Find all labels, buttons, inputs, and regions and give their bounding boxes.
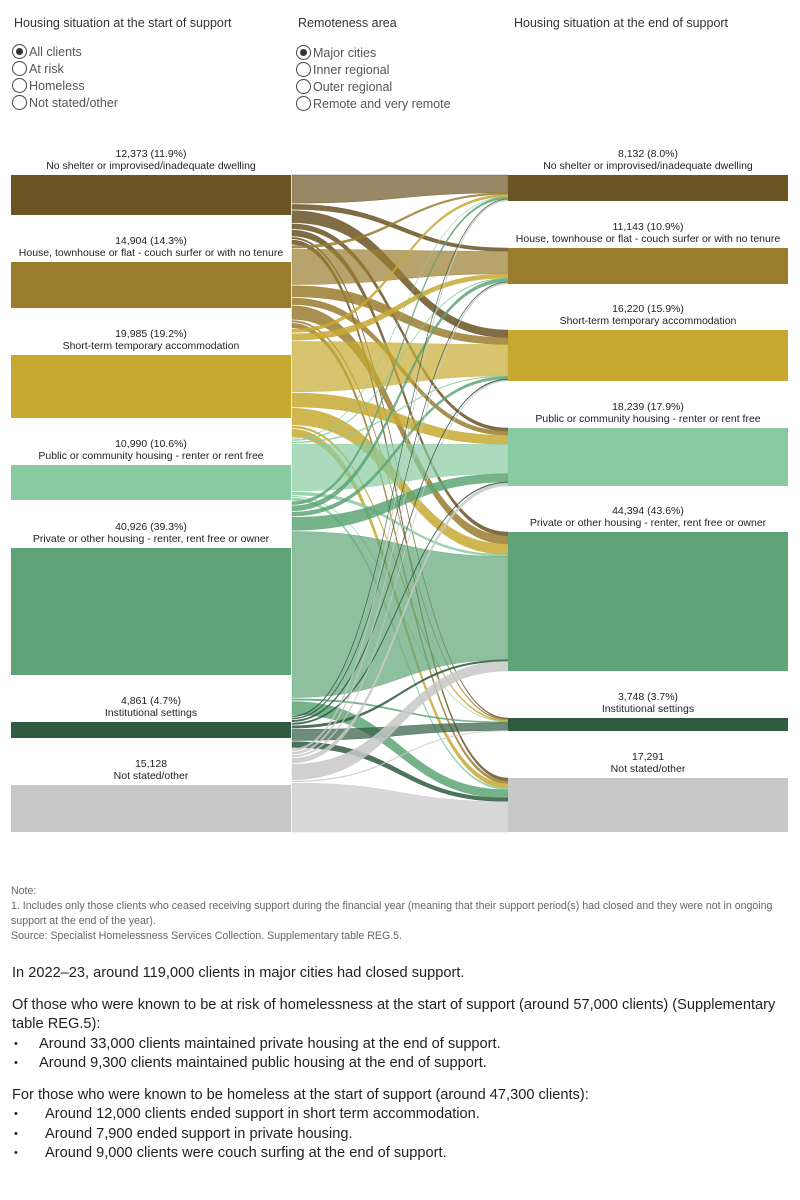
at-risk-list: Around 33,000 clients maintained private… — [12, 1035, 792, 1074]
flows-layer — [291, 174, 509, 833]
end-node-short_term[interactable] — [508, 330, 788, 381]
radio-label: At risk — [29, 61, 64, 76]
start-node-couch_surfer[interactable] — [11, 262, 291, 308]
homeless-list: Around 12,000 clients ended support in s… — [12, 1105, 792, 1164]
list-item: Around 7,900 ended support in private ho… — [12, 1125, 792, 1145]
radio-option-outer-regional[interactable]: Outer regional — [296, 78, 451, 95]
nodes-layer — [11, 175, 788, 832]
start-node-private[interactable] — [11, 548, 291, 675]
start-node-public[interactable] — [11, 465, 291, 500]
start-node-label: Public or community housing - renter or … — [38, 450, 263, 462]
end-node-label: Short-term temporary accommodation — [560, 315, 737, 327]
homeless-lead: For those who were known to be homeless … — [12, 1086, 589, 1103]
end-node-couch_surfer[interactable] — [508, 248, 788, 284]
start-node-institutional[interactable] — [11, 722, 291, 738]
labels-layer: 12,373 (11.9%)No shelter or improvised/i… — [19, 148, 781, 782]
start-node-not_stated[interactable] — [11, 785, 291, 832]
start-node-value: 4,861 (4.7%) — [121, 695, 181, 707]
radio-selected-icon[interactable] — [296, 45, 311, 60]
end-node-value: 18,239 (17.9%) — [612, 401, 684, 413]
end-node-label: Private or other housing - renter, rent … — [530, 517, 767, 529]
end-chart-heading: Housing situation at the end of support — [514, 16, 729, 30]
radio-option-all-clients[interactable]: All clients — [12, 43, 118, 60]
radio-label: Major cities — [313, 45, 377, 60]
radio-unselected-icon[interactable] — [12, 78, 27, 93]
list-item: Around 9,300 clients maintained public h… — [12, 1054, 792, 1074]
radio-unselected-icon[interactable] — [296, 79, 311, 94]
flow-no_shelter-to-no_shelter[interactable] — [291, 174, 509, 204]
radio-option-at-risk[interactable]: At risk — [12, 60, 118, 77]
start-situation-radio-group: All clients At risk Homeless Not stated/… — [12, 43, 118, 111]
start-node-value: 40,926 (39.3%) — [115, 521, 187, 533]
notes-source: Source: Specialist Homelessness Services… — [11, 930, 402, 942]
end-node-label: Institutional settings — [602, 703, 694, 715]
start-filter-heading: Housing situation at the start of suppor… — [14, 16, 232, 30]
notes-item: 1. Includes only those clients who cease… — [11, 900, 773, 927]
end-node-value: 8,132 (8.0%) — [618, 148, 678, 160]
radio-option-not-stated[interactable]: Not stated/other — [12, 94, 118, 111]
radio-label: All clients — [29, 44, 82, 59]
end-node-public[interactable] — [508, 428, 788, 486]
end-node-value: 11,143 (10.9%) — [612, 221, 683, 233]
end-node-value: 3,748 (3.7%) — [618, 691, 678, 703]
radio-unselected-icon[interactable] — [12, 61, 27, 76]
start-node-label: No shelter or improvised/inadequate dwel… — [46, 160, 256, 172]
remoteness-radio-group: Major cities Inner regional Outer region… — [296, 44, 451, 112]
radio-option-homeless[interactable]: Homeless — [12, 77, 118, 94]
start-node-value: 15,128 — [135, 758, 167, 770]
radio-label: Not stated/other — [29, 95, 118, 110]
notes-heading: Note: — [11, 885, 37, 897]
start-node-value: 10,990 (10.6%) — [115, 438, 187, 450]
start-node-value: 14,904 (14.3%) — [115, 235, 187, 247]
end-node-value: 17,291 — [632, 751, 664, 763]
summary-text: In 2022–23, around 119,000 clients in ma… — [12, 964, 792, 1176]
end-node-label: Public or community housing - renter or … — [535, 413, 760, 425]
radio-label: Outer regional — [313, 79, 393, 94]
list-item: Around 12,000 clients ended support in s… — [12, 1105, 792, 1125]
end-node-label: House, townhouse or flat - couch surfer … — [516, 233, 781, 245]
summary-intro: In 2022–23, around 119,000 clients in ma… — [12, 965, 465, 981]
radio-option-remote[interactable]: Remote and very remote — [296, 95, 451, 112]
start-node-label: Private or other housing - renter, rent … — [33, 533, 270, 545]
start-node-label: Not stated/other — [114, 770, 189, 782]
start-node-short_term[interactable] — [11, 355, 291, 418]
radio-option-inner-regional[interactable]: Inner regional — [296, 61, 451, 78]
start-node-value: 19,985 (19.2%) — [115, 328, 187, 340]
at-risk-lead: Of those who were known to be at risk of… — [12, 996, 776, 1033]
flow-not_stated-to-private[interactable] — [291, 661, 509, 781]
end-node-not_stated[interactable] — [508, 778, 788, 832]
radio-unselected-icon[interactable] — [296, 96, 311, 111]
radio-label: Remote and very remote — [313, 96, 451, 111]
end-node-no_shelter[interactable] — [508, 175, 788, 201]
end-node-label: Not stated/other — [611, 763, 686, 775]
end-node-label: No shelter or improvised/inadequate dwel… — [543, 160, 753, 172]
radio-option-major-cities[interactable]: Major cities — [296, 44, 451, 61]
start-node-label: Short-term temporary accommodation — [63, 340, 240, 352]
radio-label: Inner regional — [313, 62, 390, 77]
list-item: Around 33,000 clients maintained private… — [12, 1035, 792, 1055]
end-node-private[interactable] — [508, 532, 788, 671]
start-node-label: Institutional settings — [105, 707, 197, 719]
end-node-value: 44,394 (43.6%) — [612, 505, 684, 517]
radio-label: Homeless — [29, 78, 85, 93]
radio-unselected-icon[interactable] — [12, 95, 27, 110]
end-node-institutional[interactable] — [508, 718, 788, 731]
remoteness-filter-heading: Remoteness area — [298, 16, 397, 30]
start-node-label: House, townhouse or flat - couch surfer … — [19, 247, 284, 259]
radio-unselected-icon[interactable] — [296, 62, 311, 77]
end-node-value: 16,220 (15.9%) — [612, 303, 684, 315]
list-item: Around 9,000 clients were couch surfing … — [12, 1144, 792, 1164]
housing-sankey-chart: 12,373 (11.9%)No shelter or improvised/i… — [11, 148, 788, 833]
start-node-value: 12,373 (11.9%) — [115, 148, 186, 160]
radio-selected-icon[interactable] — [12, 44, 27, 59]
start-node-no_shelter[interactable] — [11, 175, 291, 215]
chart-notes: Note: 1. Includes only those clients who… — [11, 884, 796, 944]
